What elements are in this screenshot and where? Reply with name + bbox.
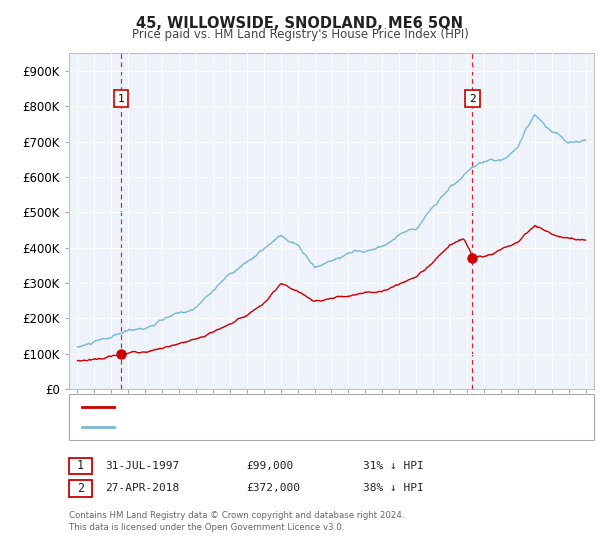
Text: 31-JUL-1997: 31-JUL-1997	[105, 461, 179, 471]
Text: 38% ↓ HPI: 38% ↓ HPI	[363, 483, 424, 493]
Text: 1: 1	[77, 459, 84, 473]
Text: This data is licensed under the Open Government Licence v3.0.: This data is licensed under the Open Gov…	[69, 523, 344, 532]
Text: 45, WILLOWSIDE, SNODLAND, ME6 5QN: 45, WILLOWSIDE, SNODLAND, ME6 5QN	[137, 16, 464, 31]
Text: Price paid vs. HM Land Registry's House Price Index (HPI): Price paid vs. HM Land Registry's House …	[131, 28, 469, 41]
Text: £372,000: £372,000	[246, 483, 300, 493]
Text: HPI: Average price, detached house, Tonbridge and Malling: HPI: Average price, detached house, Tonb…	[123, 422, 445, 432]
Text: 27-APR-2018: 27-APR-2018	[105, 483, 179, 493]
Text: £99,000: £99,000	[246, 461, 293, 471]
Text: 2: 2	[469, 94, 476, 104]
Text: 31% ↓ HPI: 31% ↓ HPI	[363, 461, 424, 471]
Text: Contains HM Land Registry data © Crown copyright and database right 2024.: Contains HM Land Registry data © Crown c…	[69, 511, 404, 520]
Text: 2: 2	[77, 482, 84, 495]
Text: 45, WILLOWSIDE, SNODLAND, ME6 5QN (detached house): 45, WILLOWSIDE, SNODLAND, ME6 5QN (detac…	[123, 402, 441, 412]
Text: 1: 1	[118, 94, 125, 104]
